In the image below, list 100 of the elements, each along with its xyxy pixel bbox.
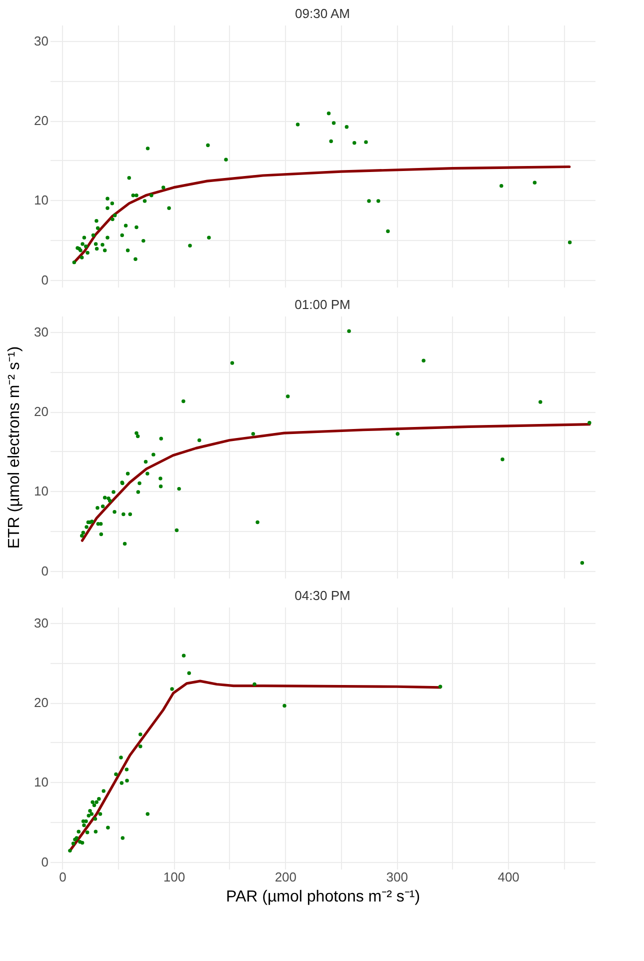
point [96, 226, 100, 230]
point [86, 250, 90, 255]
x-tick-label: 300 [386, 870, 408, 884]
line-series [68, 680, 442, 852]
point [161, 186, 166, 190]
point [108, 498, 112, 503]
point [126, 248, 130, 252]
point [206, 143, 210, 148]
chart-title: 09:30 AM [295, 6, 350, 21]
point [142, 238, 146, 243]
point [102, 248, 107, 252]
point [386, 229, 390, 234]
point [568, 240, 572, 244]
point [142, 199, 147, 203]
point [97, 797, 101, 801]
point [98, 522, 103, 526]
point [124, 768, 129, 772]
point [197, 438, 202, 442]
point [112, 213, 117, 218]
chart-title: 04:30 PM [294, 588, 350, 603]
point [177, 486, 181, 491]
point [152, 452, 156, 456]
point [110, 217, 114, 222]
point [99, 532, 104, 536]
point [114, 772, 118, 776]
point [146, 812, 150, 816]
point [76, 830, 81, 834]
point [72, 260, 76, 264]
point [187, 671, 191, 675]
point [128, 512, 132, 516]
point [100, 504, 105, 508]
point [92, 803, 96, 808]
point [188, 244, 192, 248]
point [124, 224, 128, 228]
point [112, 490, 116, 494]
point [84, 819, 88, 824]
point [106, 826, 110, 830]
point [182, 654, 186, 658]
point [98, 812, 102, 816]
y-tick-label: 30 [34, 324, 48, 340]
point [136, 434, 140, 438]
point [106, 196, 110, 200]
point [80, 840, 84, 845]
x-tick-label: 100 [163, 870, 186, 884]
point [85, 830, 90, 834]
point [110, 202, 114, 206]
point [120, 781, 124, 785]
point [71, 842, 76, 846]
point [84, 525, 88, 529]
y-axis-title: ETR (µmol electrons m⁻² s⁻¹) [6, 346, 24, 549]
point [86, 814, 91, 818]
point [329, 139, 333, 144]
y-tick-label: 20 [34, 404, 48, 420]
point [296, 122, 300, 126]
y-tick-label: 30 [34, 33, 48, 48]
y-tick-label: 20 [34, 113, 48, 128]
point [251, 432, 256, 436]
point [367, 199, 371, 203]
point [125, 778, 129, 782]
point [134, 431, 138, 435]
y-tick-label: 20 [34, 695, 48, 710]
point [131, 194, 136, 198]
point [122, 512, 126, 516]
point [344, 125, 349, 129]
point [376, 199, 380, 203]
point [94, 219, 98, 223]
point [134, 257, 138, 261]
point [94, 800, 98, 804]
point [106, 236, 110, 240]
point [82, 823, 86, 828]
point [81, 530, 86, 534]
point [500, 184, 504, 188]
point [120, 233, 124, 238]
point [94, 830, 98, 834]
point [396, 432, 400, 436]
point [119, 756, 123, 760]
point [150, 194, 154, 198]
point [146, 472, 150, 476]
point [230, 361, 234, 365]
y-tick-label: 10 [34, 774, 48, 790]
point [159, 436, 163, 441]
y-tick-label: 10 [34, 484, 48, 499]
point [106, 206, 110, 210]
point [100, 242, 104, 247]
point [134, 225, 138, 230]
point [224, 158, 228, 162]
point [102, 496, 107, 500]
point [88, 809, 92, 813]
point [146, 146, 150, 150]
point [80, 256, 84, 260]
point [96, 506, 100, 510]
x-tick-label: 400 [498, 870, 520, 884]
point [364, 140, 368, 144]
point [134, 194, 138, 198]
x-axis-title: PAR (µmol photons m⁻² s⁻¹) [226, 888, 420, 906]
point [170, 687, 174, 691]
point [207, 236, 211, 240]
point [138, 744, 142, 748]
point [286, 394, 290, 398]
chart-title: 01:00 PM [294, 297, 350, 312]
